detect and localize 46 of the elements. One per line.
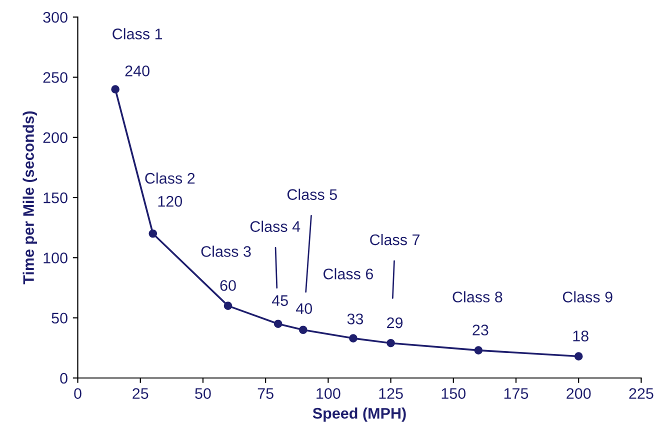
data-label: 40 [296, 303, 312, 314]
x-tick-label: 50 [195, 388, 211, 399]
point [574, 352, 583, 361]
y-tick-label: 150 [44, 192, 68, 204]
point [474, 346, 483, 354]
x-tick-label: 100 [316, 388, 340, 399]
y-tick-label: 100 [44, 252, 68, 264]
x-axis-title: Speed (MPH) [312, 408, 406, 422]
point [148, 229, 158, 238]
point [111, 85, 120, 94]
data-label: 120 [158, 196, 182, 207]
y-axis-title: Time per Mile (seconds) [22, 111, 37, 284]
x-tick-label: 150 [442, 388, 466, 399]
point [224, 302, 232, 310]
y-tick-label: 0 [60, 372, 68, 384]
point [349, 334, 358, 342]
annotation: Class 2 [145, 172, 195, 184]
data-label: 45 [272, 295, 288, 306]
y-tick-label: 250 [43, 72, 68, 83]
y-tick-label: 50 [52, 312, 68, 324]
x-tick-label: 0 [74, 388, 82, 399]
x-tick-label: 225 [629, 388, 654, 399]
x-tick-label: 25 [132, 388, 148, 399]
data-label: 33 [347, 314, 364, 324]
data-label: 23 [472, 324, 488, 336]
x-tick-label: 75 [258, 388, 274, 399]
y-tick-label: 200 [43, 132, 68, 144]
data-label: 60 [220, 280, 236, 291]
x-tick-label: 175 [504, 388, 528, 399]
point [274, 320, 282, 328]
annotation: Class 4 [250, 220, 300, 232]
point [298, 326, 308, 334]
data-label: 29 [387, 317, 403, 328]
annotation: Class 8 [452, 291, 502, 302]
annotation: Class 6 [324, 268, 374, 280]
annotation: Class 5 [287, 188, 337, 200]
annotation: Class 9 [562, 291, 612, 302]
x-tick-label: 200 [566, 388, 591, 399]
annotation: Class 1 [112, 28, 162, 40]
data-label: 240 [125, 66, 150, 76]
data-label: 18 [573, 330, 588, 342]
annotation: Class 3 [201, 246, 251, 257]
point [386, 338, 395, 348]
annotation: Class 7 [370, 234, 420, 246]
y-tick-label: 300 [43, 12, 68, 23]
x-tick-label: 125 [379, 388, 403, 399]
